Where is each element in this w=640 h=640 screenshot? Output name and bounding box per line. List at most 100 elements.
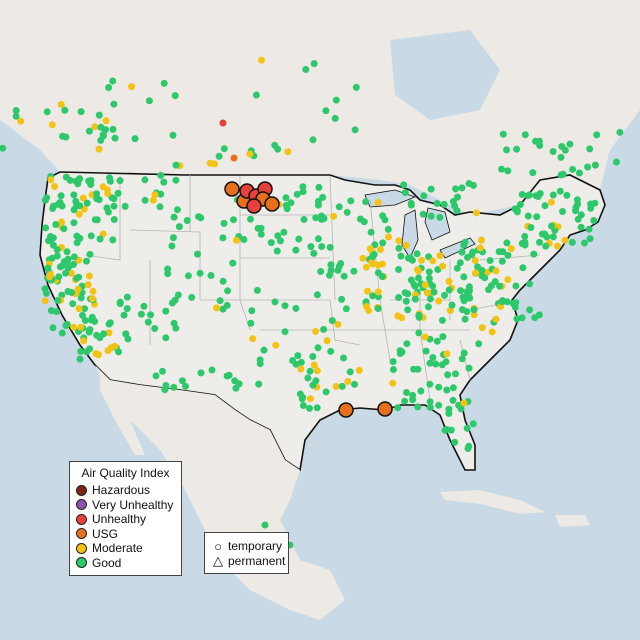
station-marker [376, 246, 384, 253]
station-marker [441, 426, 449, 434]
station-marker [271, 141, 279, 149]
station-marker [449, 384, 457, 392]
station-marker [542, 242, 550, 250]
station-marker [85, 272, 93, 280]
station-marker [42, 196, 49, 204]
station-marker [436, 213, 444, 221]
temporary-monitor [338, 402, 354, 418]
station-marker [296, 390, 304, 398]
station-marker [206, 159, 214, 167]
station-marker [465, 364, 473, 372]
station-marker [168, 242, 176, 250]
station-marker [160, 79, 168, 87]
station-marker [274, 232, 282, 240]
station-marker [561, 236, 569, 244]
station-marker [351, 126, 359, 134]
station-marker [547, 198, 555, 206]
station-marker [297, 365, 305, 373]
station-marker [455, 401, 463, 409]
station-marker [104, 347, 112, 355]
legend-item-good: Good [70, 556, 181, 571]
station-marker [223, 301, 231, 309]
station-marker [104, 208, 112, 216]
station-marker [109, 236, 117, 244]
station-marker [559, 170, 567, 178]
station-marker [62, 322, 70, 329]
station-marker [478, 236, 485, 244]
station-marker [366, 245, 374, 253]
station-marker [123, 305, 131, 313]
station-marker [318, 215, 325, 223]
station-marker [332, 96, 340, 104]
station-marker [445, 286, 453, 294]
station-marker [374, 288, 382, 296]
station-marker [294, 352, 302, 360]
good-swatch [76, 557, 87, 569]
station-marker [47, 307, 55, 315]
station-marker [312, 327, 320, 335]
hazardous-swatch [76, 484, 87, 496]
station-marker [577, 211, 585, 219]
station-marker [449, 396, 457, 404]
station-marker [478, 266, 486, 274]
station-marker [97, 123, 105, 131]
legend-label: Hazardous [92, 483, 151, 498]
station-marker [385, 233, 392, 241]
station-marker [549, 233, 557, 241]
station-marker [313, 291, 321, 299]
station-marker [347, 197, 355, 205]
station-marker [369, 292, 377, 300]
station-marker [498, 298, 506, 306]
station-marker [529, 169, 537, 177]
station-marker [81, 305, 88, 313]
station-marker [447, 426, 455, 434]
station-marker [208, 366, 216, 374]
station-marker [109, 77, 117, 85]
station-marker [116, 300, 124, 308]
temporary-monitor [246, 198, 262, 214]
station-marker [338, 295, 346, 303]
station-marker [72, 197, 80, 205]
legend-item-unhealthy: Unhealthy [70, 512, 181, 527]
station-marker [280, 228, 288, 236]
station-marker [310, 249, 318, 257]
station-marker [60, 225, 68, 233]
station-marker [95, 145, 103, 153]
station-marker [169, 234, 177, 242]
station-marker [317, 268, 325, 275]
station-marker [57, 101, 65, 108]
station-marker [495, 248, 503, 256]
station-marker [476, 244, 484, 252]
station-marker [453, 264, 461, 272]
station-marker [304, 374, 312, 382]
station-marker [62, 173, 70, 181]
station-marker [48, 254, 56, 262]
station-marker [51, 183, 59, 190]
aqi-legend: Air Quality Index Hazardous Very Unhealt… [69, 461, 182, 576]
station-marker [521, 241, 529, 249]
legend-label: Moderate [92, 541, 143, 556]
station-marker [213, 304, 220, 312]
station-marker [449, 198, 457, 205]
station-marker [169, 131, 177, 139]
station-marker [232, 236, 240, 244]
station-marker [141, 176, 149, 184]
station-marker [328, 317, 336, 325]
station-marker [401, 289, 409, 297]
station-marker [466, 294, 474, 302]
station-marker [123, 293, 131, 301]
station-marker [445, 410, 453, 417]
temporary-monitor [224, 181, 240, 197]
legend-label: Unhealthy [92, 512, 147, 527]
station-marker [541, 202, 549, 210]
station-marker [463, 308, 471, 316]
station-marker [426, 295, 434, 303]
station-marker [309, 381, 317, 389]
station-marker [42, 224, 50, 232]
station-marker [219, 234, 227, 242]
station-marker [566, 140, 574, 148]
station-marker [109, 125, 117, 133]
station-marker [77, 108, 85, 116]
station-marker [188, 293, 196, 301]
station-marker [314, 235, 322, 243]
